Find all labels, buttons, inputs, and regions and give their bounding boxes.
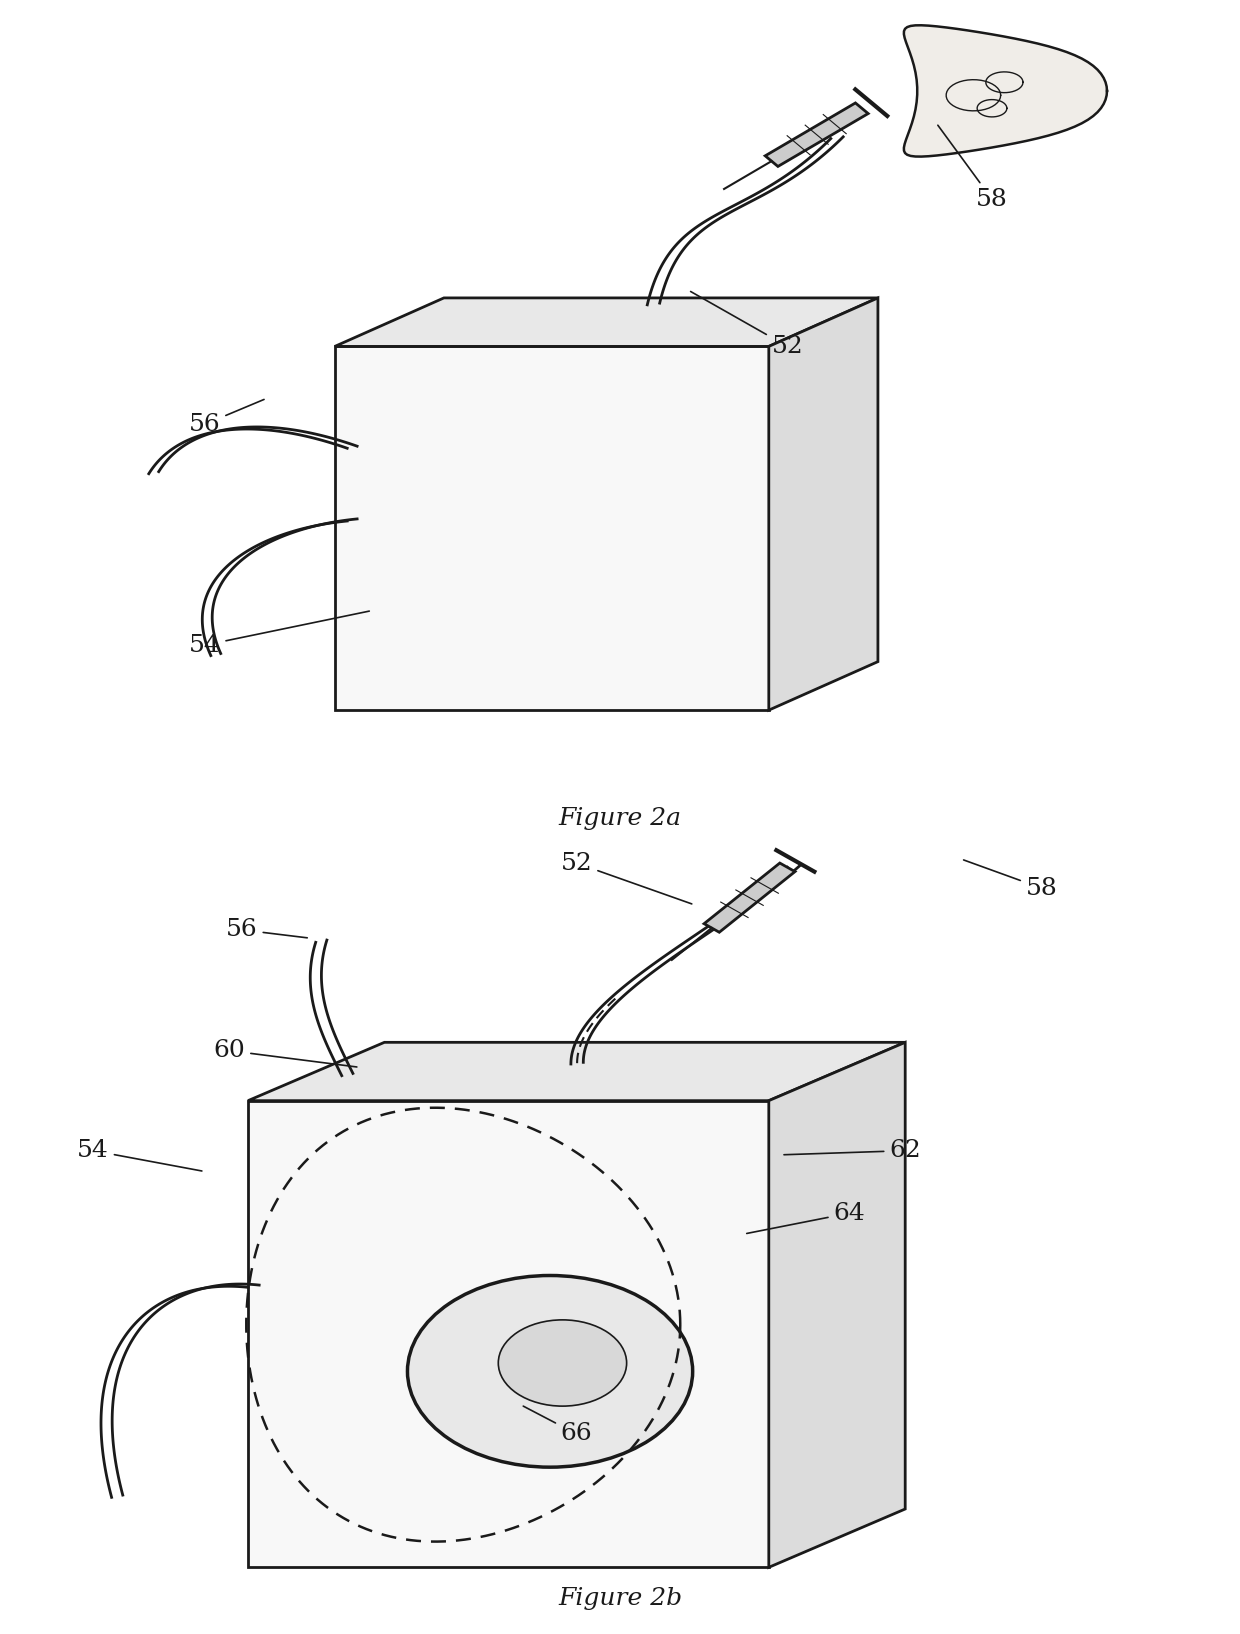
Polygon shape [769, 1042, 905, 1567]
Text: 54: 54 [77, 1139, 202, 1172]
Polygon shape [335, 297, 878, 346]
Text: 60: 60 [213, 1039, 357, 1067]
Circle shape [498, 1320, 626, 1407]
Polygon shape [248, 1042, 905, 1101]
Text: 62: 62 [784, 1139, 921, 1162]
Text: Figure 2a: Figure 2a [558, 807, 682, 830]
Text: 66: 66 [523, 1407, 593, 1446]
Polygon shape [765, 103, 868, 167]
Polygon shape [335, 346, 769, 711]
Text: 52: 52 [691, 291, 804, 358]
Text: 58: 58 [963, 859, 1058, 900]
Polygon shape [769, 297, 878, 711]
Text: 56: 56 [226, 918, 308, 941]
Circle shape [408, 1276, 693, 1467]
Polygon shape [248, 1101, 769, 1567]
Text: 64: 64 [746, 1201, 866, 1234]
Text: 58: 58 [937, 126, 1008, 211]
Text: 52: 52 [560, 851, 692, 904]
Text: 54: 54 [188, 611, 370, 657]
Polygon shape [904, 25, 1107, 157]
Text: Figure 2b: Figure 2b [558, 1588, 682, 1611]
Polygon shape [704, 863, 795, 933]
Text: 56: 56 [188, 399, 264, 436]
